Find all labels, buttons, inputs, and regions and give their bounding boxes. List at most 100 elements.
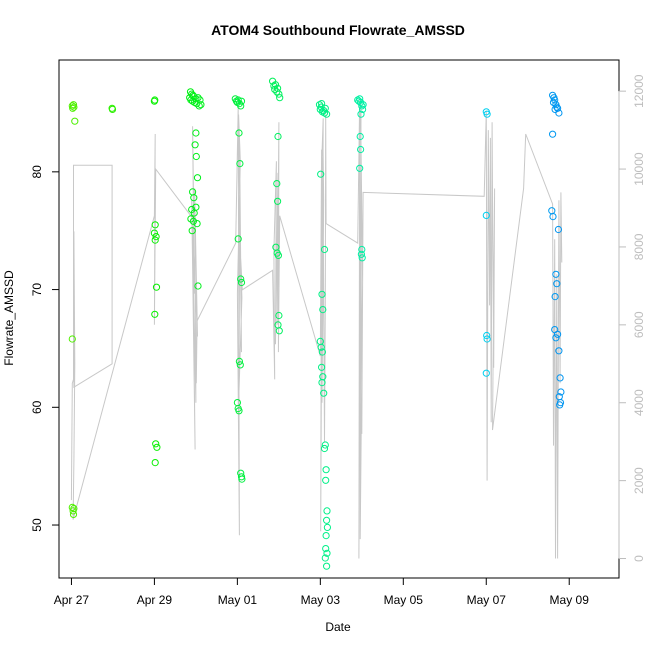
data-point — [275, 311, 283, 320]
data-point — [357, 98, 365, 107]
data-point — [552, 270, 560, 278]
data-point — [322, 476, 330, 484]
data-point — [197, 101, 205, 109]
data-point — [270, 82, 278, 90]
data-point — [549, 213, 557, 221]
data-point — [359, 105, 367, 114]
x-tick-label: May 03 — [301, 593, 341, 607]
y2-tick-label: 10000 — [632, 152, 646, 186]
data-point — [238, 475, 246, 483]
x-axis-label: Date — [325, 620, 351, 634]
data-point — [323, 549, 331, 557]
data-point — [318, 363, 326, 371]
data-point — [196, 96, 204, 104]
data-point — [152, 283, 161, 291]
data-point — [555, 347, 563, 355]
data-point — [556, 374, 564, 382]
data-point — [70, 103, 78, 111]
y-axis-label: Flowrate_AMSSD — [2, 270, 16, 366]
data-point — [322, 466, 330, 474]
data-point — [69, 104, 77, 112]
data-point — [320, 444, 329, 453]
y-axis: 50 60 70 80 — [30, 165, 60, 532]
data-point — [237, 102, 245, 110]
y2-tick-label: 2000 — [632, 467, 646, 494]
data-point — [69, 101, 78, 109]
y-tick-label: 70 — [30, 283, 44, 297]
data-point — [234, 235, 242, 243]
data-point — [357, 145, 365, 154]
data-point — [237, 278, 246, 287]
data-point — [235, 357, 243, 365]
y2-tick-label: 6000 — [632, 311, 646, 338]
data-point — [322, 532, 330, 540]
y2-tick-label: 8000 — [632, 233, 646, 260]
y2-tick-label: 0 — [632, 555, 646, 562]
data-point — [554, 104, 562, 112]
data-point — [555, 109, 563, 117]
data-point — [190, 194, 198, 202]
data-point — [237, 275, 245, 283]
data-point — [151, 221, 159, 229]
data-point — [483, 335, 491, 343]
data-point — [151, 459, 159, 467]
data-point — [193, 174, 202, 182]
data-point — [357, 110, 365, 118]
x-tick-label: May 01 — [218, 593, 258, 607]
data-point — [152, 233, 160, 241]
data-point — [358, 245, 366, 254]
data-point — [108, 105, 117, 114]
data-point — [357, 250, 365, 258]
data-point — [191, 141, 199, 149]
x-axis: Apr 27 Apr 29 May 01 May 03 May 05 May 07 May … — [54, 577, 590, 607]
data-point — [549, 98, 558, 107]
data-point — [323, 507, 331, 515]
data-point — [323, 110, 331, 118]
data-point — [151, 236, 159, 244]
data-point — [320, 389, 328, 397]
data-point — [320, 245, 329, 254]
data-point — [237, 97, 246, 105]
data-point — [189, 91, 197, 99]
data-point — [318, 290, 326, 298]
data-point — [322, 545, 330, 553]
data-point — [150, 229, 158, 237]
secondary-line-layer — [70, 98, 563, 559]
data-point — [319, 306, 327, 314]
data-point — [151, 310, 159, 318]
data-point — [188, 227, 196, 235]
y2-tick-label: 12000 — [632, 74, 646, 108]
y-tick-label: 60 — [30, 400, 44, 414]
data-point — [554, 330, 562, 338]
x-tick-label: May 05 — [384, 593, 424, 607]
x-tick-label: Apr 29 — [137, 593, 173, 607]
secondary-series-line — [70, 98, 563, 559]
y-tick-label: 80 — [30, 165, 44, 179]
data-point — [318, 348, 326, 356]
data-point — [235, 129, 243, 137]
data-point — [236, 160, 244, 168]
data-point — [235, 407, 243, 415]
data-point — [323, 562, 331, 570]
y2-tick-label: 4000 — [632, 389, 646, 416]
data-point — [276, 94, 284, 102]
data-point — [68, 102, 76, 110]
x-tick-label: Apr 27 — [54, 593, 90, 607]
data-point — [323, 516, 331, 524]
data-point — [483, 110, 491, 118]
data-point — [553, 280, 561, 288]
data-point — [356, 132, 364, 141]
data-point — [274, 132, 282, 141]
data-point — [551, 293, 559, 301]
data-point — [554, 225, 563, 234]
data-point — [323, 523, 331, 532]
data-point — [275, 90, 283, 98]
data-point — [321, 554, 329, 562]
x-tick-label: May 09 — [550, 593, 590, 607]
data-point — [271, 81, 280, 89]
data-point — [153, 443, 161, 451]
data-point — [318, 100, 326, 108]
data-point — [273, 88, 281, 96]
data-point — [356, 164, 364, 172]
